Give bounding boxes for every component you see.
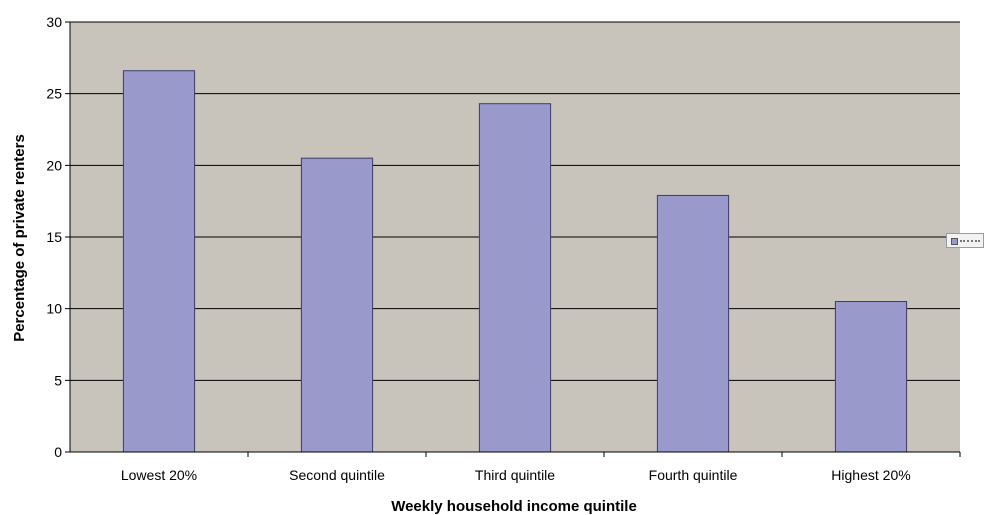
y-tick-label: 10 — [46, 301, 62, 317]
y-tick-label: 15 — [46, 229, 62, 245]
x-tick-label: Third quintile — [475, 467, 555, 483]
y-tick-label: 25 — [46, 86, 62, 102]
x-axis-title: Weekly household income quintile — [391, 498, 637, 515]
bar-2 — [478, 103, 552, 453]
y-axis-title: Percentage of private renters — [11, 134, 28, 342]
bar-3 — [656, 194, 730, 453]
y-tick-label: 5 — [54, 372, 62, 388]
legend-swatch — [951, 238, 958, 245]
x-tick-label: Second quintile — [289, 467, 385, 483]
x-tick-label: Fourth quintile — [649, 467, 738, 483]
bar-4 — [834, 301, 908, 453]
bar-1 — [300, 157, 374, 453]
x-tick-label: Lowest 20% — [121, 467, 197, 483]
y-tick-label: 0 — [54, 444, 62, 460]
x-tick-label: Highest 20% — [831, 467, 910, 483]
bar-0 — [122, 70, 196, 453]
bars — [122, 70, 908, 453]
legend-entry-line — [960, 240, 980, 242]
y-tick-labels: 0 5 10 15 20 25 30 — [46, 14, 62, 460]
y-tick-label: 20 — [46, 157, 62, 173]
y-tick-label: 30 — [46, 14, 62, 30]
x-tick-labels: Lowest 20% Second quintile Third quintile F… — [70, 451, 961, 483]
legend — [946, 233, 984, 248]
